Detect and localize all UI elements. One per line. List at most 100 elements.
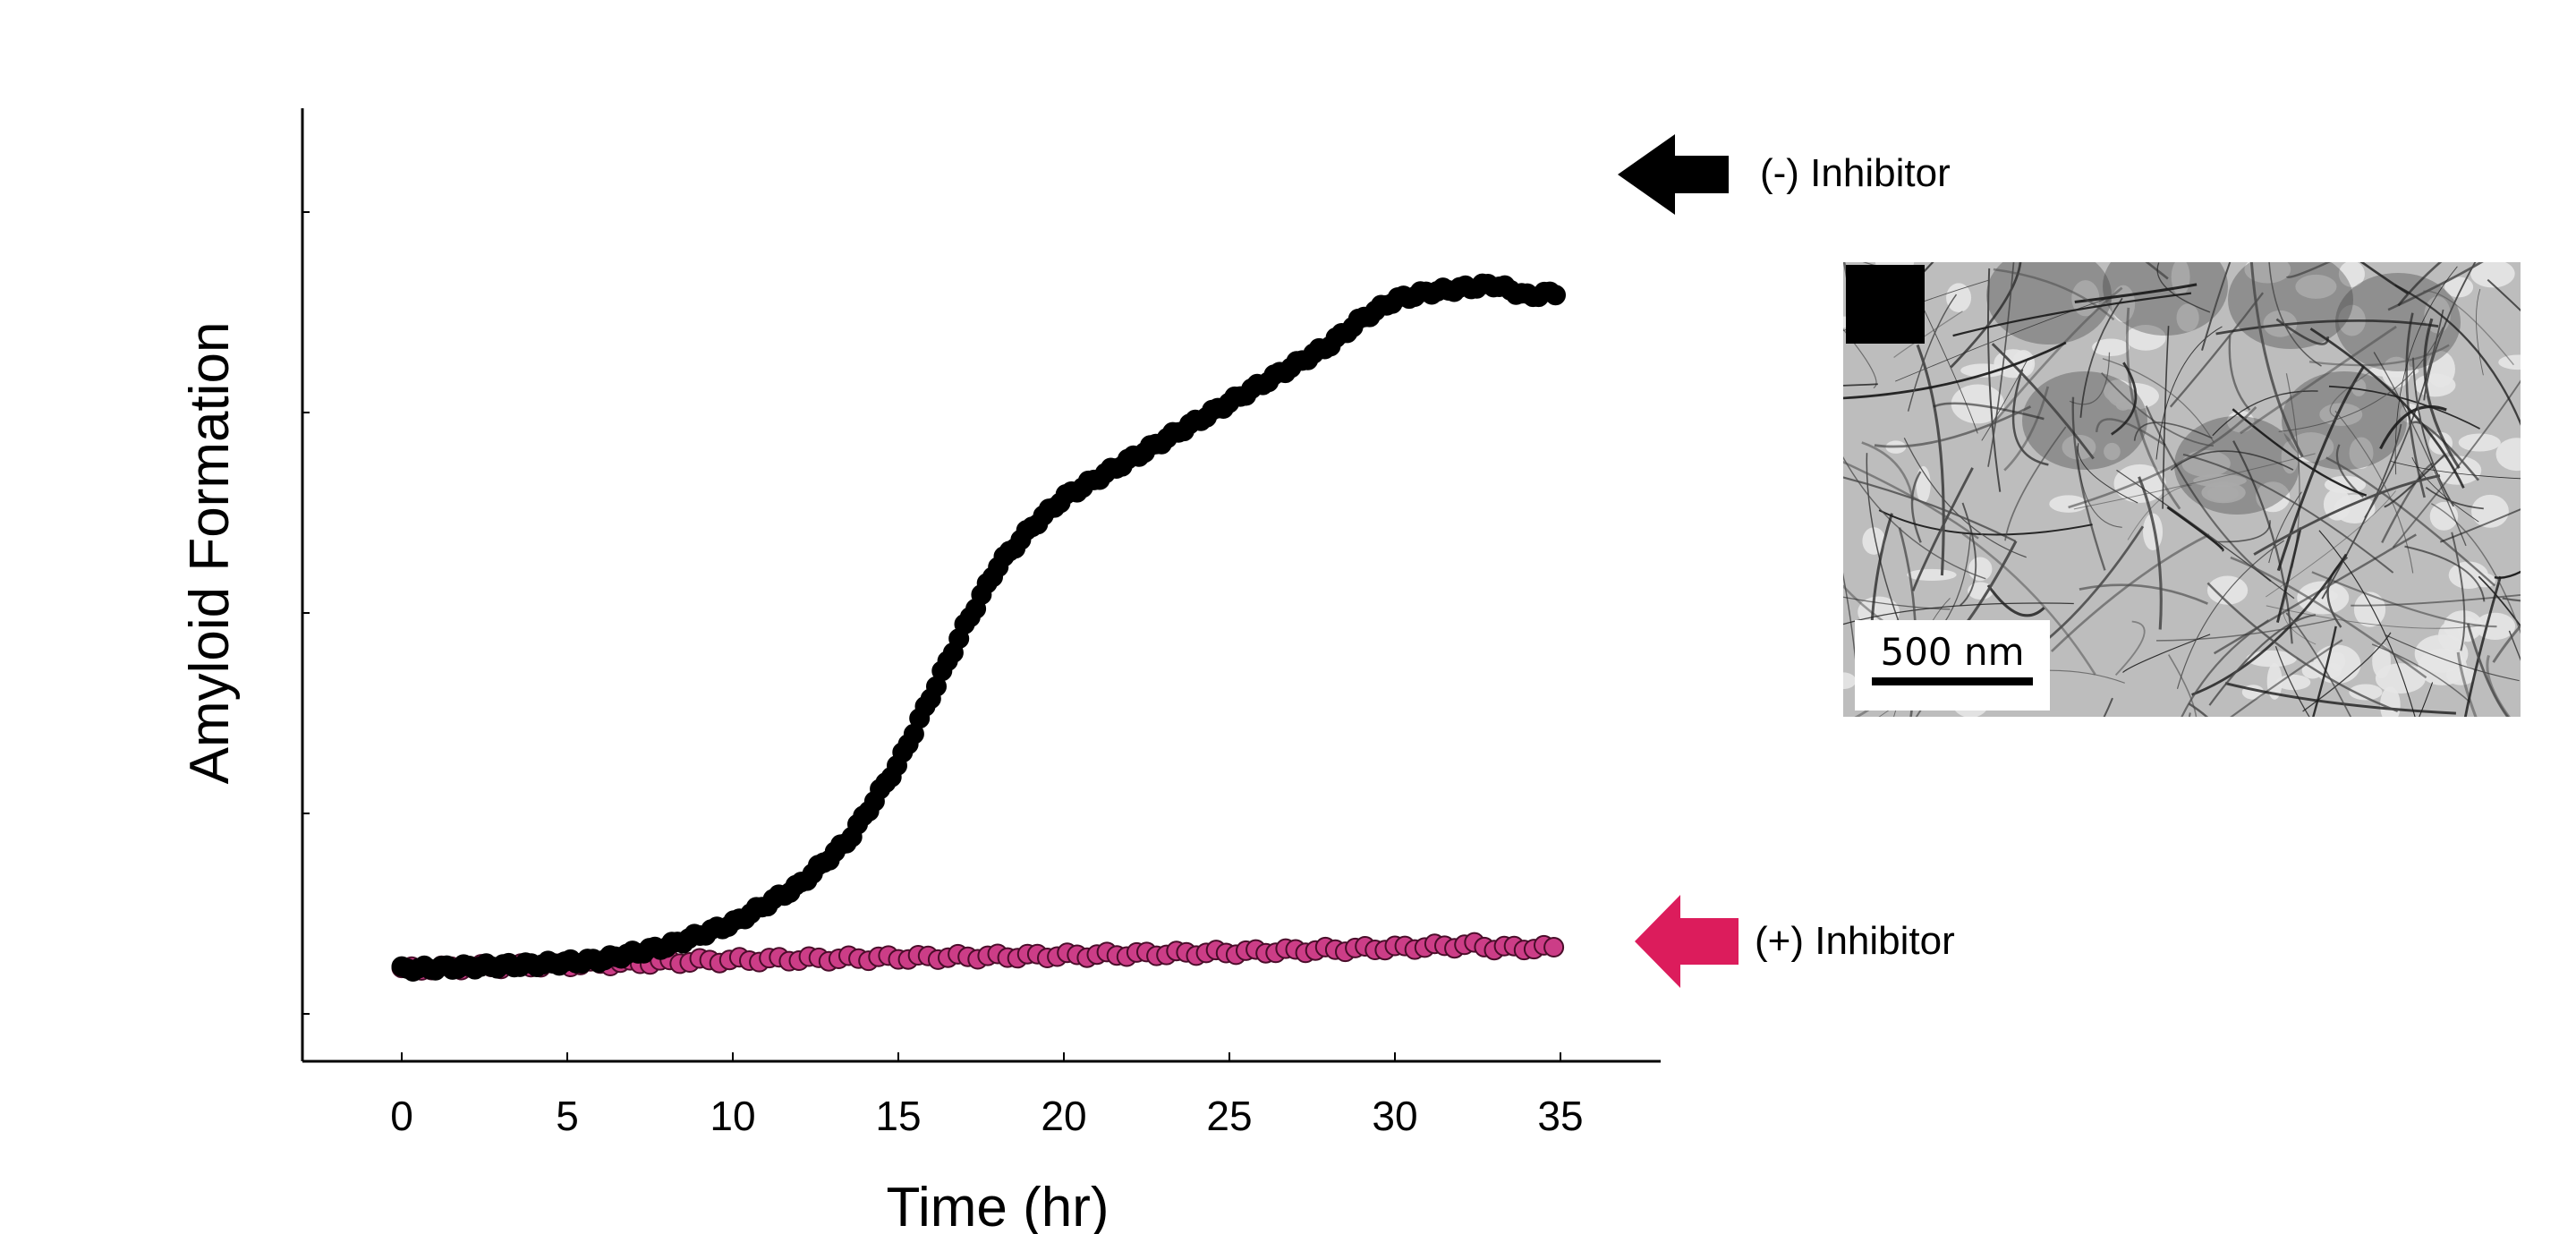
fibril-strand [2077, 443, 2138, 504]
minus-inhibitor-arrow [1618, 134, 1729, 215]
void-region [1946, 283, 1972, 313]
fibril-strand [2095, 418, 2166, 447]
fibril-strand [1961, 532, 2096, 676]
void-region [1907, 568, 1957, 582]
fibril-strand [2308, 344, 2450, 367]
fibril-strand [2079, 297, 2123, 418]
fibril-strand [2068, 405, 2257, 509]
fibril-strand [2101, 372, 2215, 447]
fibril-strand [2487, 278, 2521, 312]
fibril-strand [2240, 325, 2397, 435]
void-region [2349, 437, 2374, 469]
fibril-strand [1843, 602, 2074, 626]
fibril-strand [2155, 617, 2337, 642]
fibril-strand [2423, 318, 2461, 470]
fibril-strand [2253, 473, 2441, 556]
fibril-strand [2230, 639, 2343, 717]
fibril-strand [2011, 369, 2049, 466]
fibril-strand [2285, 262, 2332, 278]
fibril-strand [2103, 697, 2113, 717]
void-region [2193, 473, 2247, 488]
void-region [2244, 262, 2291, 284]
fibril-strand [2071, 396, 2106, 571]
fibril-strand [2228, 335, 2251, 411]
fibril-strand [2329, 371, 2371, 418]
fibril-strand [2268, 262, 2322, 367]
void-region [2353, 591, 2386, 627]
fibril-strand [1910, 471, 1922, 543]
fibril-strand [1843, 455, 1986, 580]
axes: 0 5 10 15 20 25 30 35 [301, 108, 1661, 1139]
void-region [2470, 262, 2515, 288]
fibril-strand [2419, 682, 2434, 717]
fibril-strand [2215, 319, 2439, 336]
void-region [1862, 527, 1886, 555]
void-region [2471, 494, 2509, 528]
fibril-strand [1952, 292, 2192, 337]
void-region [1916, 465, 1931, 504]
void-region [2104, 442, 2121, 461]
void-region [2176, 303, 2199, 332]
fibril-strand [2371, 643, 2471, 703]
fibril-strand [2411, 456, 2479, 523]
x-tick-label: 30 [1372, 1093, 1417, 1139]
void-region [2495, 438, 2521, 472]
fibril-strand [2423, 262, 2477, 401]
data-point [1543, 937, 1565, 957]
void-region [2092, 338, 2130, 356]
fibril-strand [2394, 284, 2521, 427]
void-region [2295, 274, 2337, 299]
fibril-strand [2249, 262, 2304, 457]
fibril-strand [2502, 597, 2521, 602]
x-tick-label: 5 [556, 1093, 579, 1139]
void-region [1843, 672, 1857, 690]
series-minus-inhibitor [391, 273, 1566, 982]
void-region [2498, 354, 2521, 370]
fibril-strand [2176, 540, 2285, 689]
fibril-cluster [1986, 262, 2112, 345]
fibril-strand [2069, 352, 2111, 405]
x-tick-label: 20 [1041, 1093, 1086, 1139]
fibril-strand [2102, 358, 2215, 443]
fibril-strand [1878, 509, 2093, 536]
fibril-strand [1986, 584, 2045, 617]
fibril-strand [2494, 570, 2521, 579]
fibril-strand [2212, 390, 2318, 437]
fibril-strand [2266, 605, 2482, 629]
scale-bar-box [1855, 620, 2050, 711]
x-ticks: 0 5 10 15 20 25 30 35 [390, 1052, 1584, 1139]
x-tick-label: 0 [390, 1093, 413, 1139]
fibril-strand [2397, 262, 2443, 307]
fibril-strand [2125, 307, 2181, 510]
fibril-strand [2274, 645, 2310, 717]
void-region [2125, 325, 2166, 351]
void-region [2349, 684, 2383, 701]
fibril-strand [1843, 461, 1979, 540]
void-region [2458, 433, 2501, 452]
x-tick-label: 35 [1537, 1093, 1583, 1139]
fibril-strand [2182, 453, 2394, 574]
void-region [2375, 663, 2426, 694]
fibril-strand [1843, 341, 2067, 400]
fibril-strand [2079, 583, 2208, 605]
void-region [1968, 582, 1994, 600]
fibril-strand [2213, 533, 2417, 655]
fibril-strand [2156, 262, 2211, 313]
fibril-strand [2230, 556, 2427, 679]
void-region [2206, 575, 2249, 605]
y-axis-title: Amyloid Formation [179, 322, 241, 785]
void-region [2444, 277, 2474, 298]
fibril-strand [1907, 294, 1958, 412]
fibril-strand [2201, 262, 2232, 351]
fibril-strand [1843, 572, 1858, 677]
void-region [2433, 455, 2482, 485]
void-region [2113, 464, 2166, 504]
fibril-strand [2073, 453, 2316, 510]
fibril-strand [2206, 582, 2399, 712]
fibril-strand [1843, 328, 1877, 389]
fibril-strand [1916, 344, 1945, 576]
minus-inhibitor-annotation: (-) Inhibitor [1618, 134, 1951, 215]
fibril-strand [1895, 299, 2105, 382]
fibril-cluster [2103, 262, 2228, 336]
